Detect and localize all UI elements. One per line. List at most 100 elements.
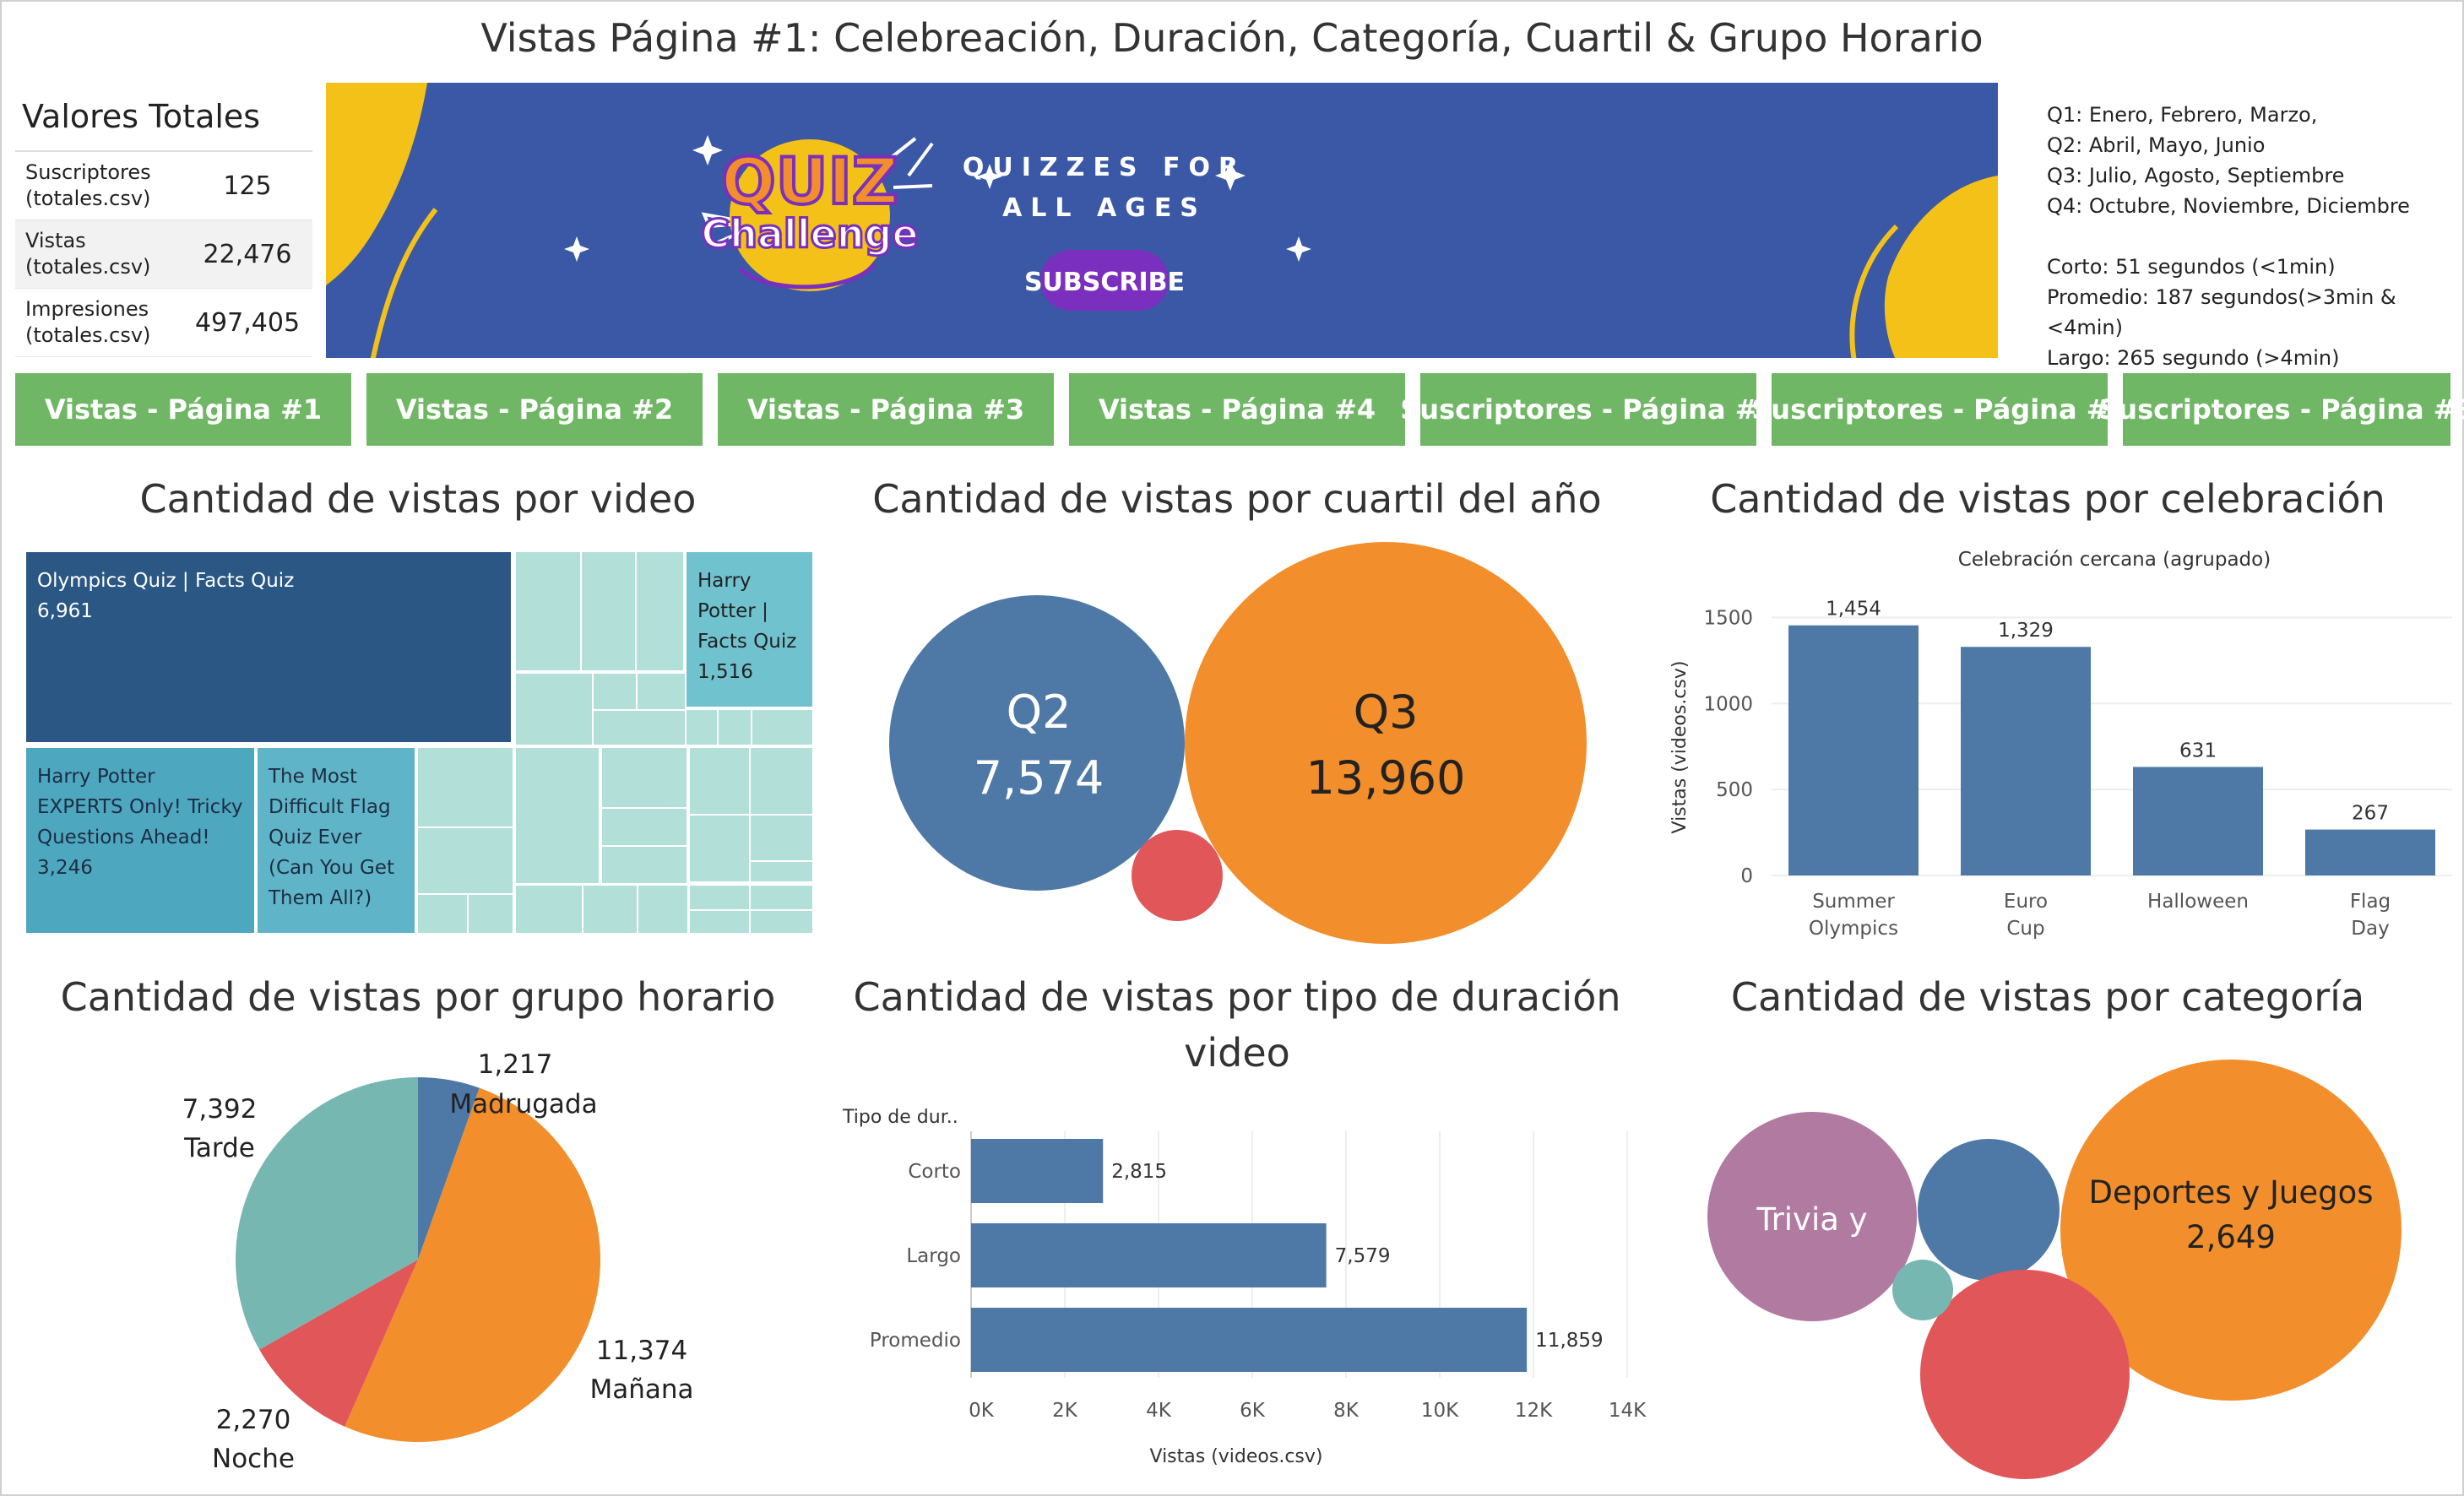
- bubble-category-red[interactable]: [1920, 1270, 2130, 1479]
- duration-bar[interactable]: [971, 1139, 1104, 1203]
- subscribe-button[interactable]: [1040, 250, 1169, 311]
- pie-slice[interactable]: [259, 1260, 418, 1427]
- treemap-label: EXPERTS Only! Tricky: [37, 796, 242, 818]
- bubble-category-teal[interactable]: [1892, 1260, 1953, 1320]
- celebration-bar-label: 267: [2352, 803, 2389, 825]
- duration-bar-label: 2,815: [1111, 1161, 1167, 1183]
- treemap-cell[interactable]: [688, 909, 751, 935]
- logo-blob: [730, 139, 890, 291]
- nav-suscriptores-pagina-2[interactable]: Suscriptores - Página #2: [1751, 373, 2128, 446]
- treemap-value: 3,246: [37, 857, 93, 879]
- treemap-cell[interactable]: [592, 709, 687, 746]
- duration-bar[interactable]: [971, 1308, 1528, 1372]
- treemap-cell-olympics[interactable]: [24, 550, 513, 744]
- logo-challenge-text: Challenge: [701, 211, 918, 257]
- duration-x-tick: 0K: [969, 1400, 995, 1422]
- duration-y-axis-header: Tipo de dur..: [842, 1107, 958, 1128]
- nav-vistas-pagina-4[interactable]: Vistas - Página #4: [1069, 373, 1405, 446]
- pie-label-noche: Noche: [212, 1444, 295, 1474]
- treemap-cell[interactable]: [751, 708, 814, 746]
- nav-vistas-pagina-1[interactable]: Vistas - Página #1: [15, 373, 351, 446]
- pie-value-manana: 11,374: [596, 1336, 687, 1366]
- duration-bar-label: 7,579: [1335, 1245, 1391, 1267]
- celebration-category-label: Flag: [2350, 891, 2391, 913]
- bubble-label: Deportes y Juegos: [2088, 1174, 2373, 1211]
- celebration-y-tick: 0: [1740, 865, 1753, 887]
- pie-slice[interactable]: [345, 1087, 600, 1442]
- treemap-cell[interactable]: [592, 672, 638, 711]
- note-corto: Corto: 51 segundos (<1min): [2047, 255, 2336, 279]
- duration-title: Cantidad de vistas por tipo de duración v…: [853, 974, 1621, 1076]
- celebration-bar[interactable]: [1788, 625, 1919, 875]
- duration-bar[interactable]: [971, 1223, 1327, 1287]
- treemap-cell[interactable]: [749, 746, 814, 816]
- duration-bar-label: 11,859: [1535, 1330, 1603, 1352]
- totals-value: 497,405: [194, 307, 301, 338]
- treemap-cell[interactable]: [580, 550, 637, 672]
- treemap-cell[interactable]: [688, 814, 751, 883]
- treemap-cell[interactable]: [749, 909, 814, 935]
- treemap-cell[interactable]: [637, 884, 689, 935]
- treemap-cell[interactable]: [467, 893, 514, 935]
- treemap-cell-harry-potter-experts[interactable]: [24, 746, 256, 935]
- treemap-cell[interactable]: [416, 893, 469, 935]
- bubble-label: Trivia y: [1756, 1201, 1867, 1238]
- treemap-label: Olympics Quiz | Facts Quiz: [37, 570, 294, 592]
- treemap-label: The Most: [268, 766, 357, 788]
- celebration-bar[interactable]: [2305, 829, 2435, 875]
- bubble-category-blue[interactable]: [1918, 1139, 2060, 1281]
- pie-slice[interactable]: [418, 1077, 480, 1260]
- treemap-cell[interactable]: [600, 845, 688, 885]
- treemap-label: Facts Quiz: [697, 631, 796, 653]
- celebration-chart-subtitle: Celebración cercana (agrupado): [1958, 549, 2271, 571]
- quartile-title: Cantidad de vistas por cuartil del año: [872, 476, 1602, 522]
- bubble-trivia[interactable]: [1707, 1112, 1917, 1321]
- treemap-cell[interactable]: [749, 860, 814, 883]
- note-q4: Q4: Octubre, Noviembre, Diciembre: [2047, 194, 2410, 218]
- totals-heading: Valores Totales: [15, 95, 312, 152]
- pie-slice[interactable]: [236, 1077, 418, 1350]
- duration-category-label: Promedio: [870, 1330, 961, 1352]
- note-largo: Largo: 265 segundo (>4min): [2047, 346, 2340, 370]
- treemap-cell[interactable]: [749, 884, 814, 911]
- treemap-cell[interactable]: [635, 550, 685, 672]
- celebration-bar[interactable]: [1961, 647, 2091, 875]
- bubble-value: 2,649: [2186, 1219, 2276, 1255]
- banner-tagline-1: QUIZZES FOR: [963, 153, 1246, 182]
- banner-art: QUIZ Challenge QUIZZES FOR ALL AGES SUBS…: [326, 83, 1998, 358]
- treemap-label: Difficult Flag: [269, 796, 391, 818]
- duration-x-tick: 8K: [1333, 1400, 1360, 1422]
- treemap-other-cells: [416, 550, 814, 935]
- pie-label-manana: Mañana: [589, 1374, 693, 1405]
- treemap-label: Quiz Ever: [269, 827, 362, 848]
- nav-suscriptores-pagina-1[interactable]: Suscriptores - Página #1: [1400, 373, 1777, 446]
- nav-vistas-pagina-3[interactable]: Vistas - Página #3: [718, 373, 1054, 446]
- treemap-cell[interactable]: [600, 746, 688, 809]
- treemap-cell-harry-potter-facts[interactable]: [685, 550, 814, 708]
- totals-table: Valores Totales Suscriptores (totales.csv…: [15, 95, 312, 357]
- celebration-bar[interactable]: [2133, 767, 2263, 875]
- treemap-cell-flag-quiz[interactable]: [256, 746, 416, 935]
- treemap-cell[interactable]: [514, 746, 600, 885]
- sparkle-icon: [564, 135, 1311, 262]
- treemap-value: 6,961: [37, 600, 93, 622]
- note-q1: Q1: Enero, Febrero, Marzo,: [2047, 103, 2318, 127]
- celebration-category-label: Euro: [2004, 891, 2048, 913]
- treemap-cell[interactable]: [749, 814, 814, 862]
- treemap-cell[interactable]: [416, 746, 514, 828]
- nav-vistas-pagina-2[interactable]: Vistas - Página #2: [366, 373, 703, 446]
- totals-row-impressions: Impresiones (totales.csv) 497,405: [15, 289, 312, 357]
- treemap-cell[interactable]: [685, 708, 719, 746]
- treemap-cell[interactable]: [600, 807, 688, 847]
- note-q3: Q3: Julio, Agosto, Septiembre: [2047, 164, 2345, 187]
- bubble-deportes-y-juegos[interactable]: [2060, 1060, 2402, 1401]
- nav-suscriptores-pagina-3[interactable]: Suscriptores - Página #3: [2098, 373, 2464, 446]
- treemap-cell[interactable]: [514, 672, 594, 746]
- celebration-y-tick: 1000: [1703, 693, 1753, 715]
- treemap-cell[interactable]: [514, 550, 582, 672]
- treemap-cell[interactable]: [416, 827, 514, 895]
- totals-row-subscribers: Suscriptores (totales.csv) 125: [15, 152, 312, 220]
